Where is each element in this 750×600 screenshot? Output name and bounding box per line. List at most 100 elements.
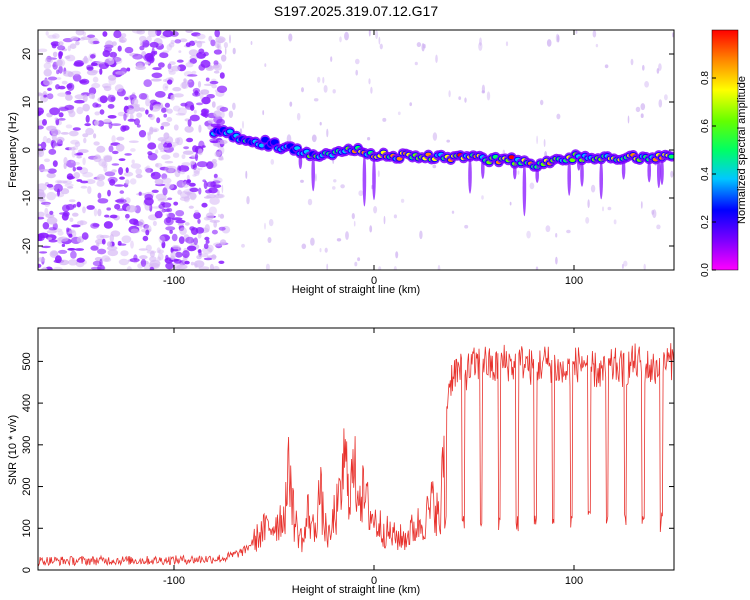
spectrogram-noise-blob: [60, 188, 70, 195]
spectrogram-streak: [640, 103, 646, 111]
spectrogram-noise-blob: [107, 241, 112, 248]
spectrogram-noise-blob: [173, 124, 179, 131]
spectrogram-noise-blob: [57, 236, 69, 242]
spectrogram-noise-blob: [198, 187, 202, 195]
spectrogram-streak: [644, 81, 649, 88]
spectrogram-noise-blob: [172, 152, 180, 158]
spectrogram-noise-blob: [164, 102, 170, 108]
spectrogram-streak: [267, 237, 272, 243]
figure-title: S197.2025.319.07.12.G17: [274, 3, 438, 19]
spectrogram-noise-blob: [150, 78, 162, 82]
spectrogram-streak: [354, 261, 358, 267]
spectrogram-noise-blob: [107, 249, 119, 257]
spectrogram-noise-blob: [38, 211, 45, 218]
spectrogram-noise-blob: [106, 207, 111, 211]
spectrogram-streak: [555, 33, 560, 43]
spectrogram-noise-blob: [214, 30, 220, 38]
spectrogram-noise-blob: [79, 220, 84, 226]
spectrogram-ridge-peak: [271, 140, 278, 145]
spectrogram-noise-blob: [65, 90, 72, 96]
spectrogram-noise-blob: [186, 179, 190, 185]
spectrogram-noise-blob: [58, 118, 66, 121]
spectrogram-streak: [540, 99, 544, 106]
spectrogram-noise-blob: [166, 207, 173, 213]
spectrogram-noise-blob: [40, 201, 51, 205]
spectrogram-streak: [607, 206, 612, 211]
spectrogram-noise-blob: [87, 34, 96, 38]
spectrogram-noise-blob: [213, 60, 219, 66]
spectrogram-streak: [378, 36, 381, 45]
spectrogram-noise-blob: [47, 87, 52, 92]
spectrogram-noise-blob: [46, 137, 52, 144]
spectrogram-noise-blob: [211, 229, 218, 235]
spectrogram-noise-blob: [52, 160, 58, 168]
spectrogram-noise-blob: [47, 237, 53, 241]
spectrogram-noise-blob: [72, 145, 79, 151]
spectrogram-streak: [378, 266, 382, 270]
spectrogram-noise-blob: [219, 146, 225, 155]
spectrogram-streak: [546, 39, 552, 47]
spectrogram-noise-blob: [125, 205, 137, 213]
spectrogram-noise-blob: [152, 67, 162, 71]
spectrogram-noise-blob: [43, 62, 52, 69]
spectrogram-noise-blob: [182, 250, 190, 259]
spectrogram-noise-blob: [161, 240, 166, 249]
spectrogram-noise-blob: [70, 250, 77, 259]
spectrogram-noise-blob: [41, 245, 51, 249]
spectrogram-noise-blob: [58, 65, 63, 74]
spectrogram-streak: [656, 224, 661, 230]
spectrogram-noise-blob: [167, 197, 173, 201]
spectrogram-noise-blob: [119, 190, 125, 194]
spectrogram-noise-blob: [147, 152, 158, 161]
snr-ytick-label: 500: [21, 352, 33, 370]
spectrogram-streak: [555, 256, 558, 265]
spectrogram-streak: [635, 106, 641, 113]
spectrogram-noise-blob: [82, 31, 87, 36]
spectrogram-noise-blob: [164, 86, 168, 89]
spectrogram-noise-blob: [138, 93, 148, 100]
spectrogram-noise-blob: [138, 130, 147, 138]
spectrogram-noise-blob: [118, 167, 124, 175]
spectrogram-noise-blob: [46, 191, 56, 201]
spectrogram-noise-blob: [117, 111, 126, 117]
spectrogram-noise-blob: [212, 64, 220, 69]
spectrogram-noise-blob: [70, 36, 79, 41]
spectrogram-noise-blob: [135, 168, 142, 175]
spectrogram-noise-blob: [213, 110, 222, 118]
spectrogram-streak: [393, 266, 397, 270]
spectrogram-noise-blob: [82, 157, 86, 166]
spectrogram-noise-blob: [196, 255, 202, 260]
spectrogram-noise-blob: [90, 222, 100, 229]
spectrogram-noise-blob: [190, 160, 196, 165]
spectrogram-noise-blob: [162, 30, 174, 38]
spectrogram-noise-blob: [159, 234, 171, 242]
spectrogram-noise-blob: [175, 219, 186, 224]
spectrogram-noise-blob: [99, 175, 106, 180]
spectrogram-streak: [315, 173, 317, 182]
spectrogram-noise-blob: [203, 196, 212, 199]
spectrogram-noise-blob: [197, 81, 202, 88]
spectrogram-noise-blob: [210, 181, 217, 188]
spectrogram-noise-blob: [192, 145, 198, 153]
spectrogram-noise-blob: [168, 70, 176, 75]
spectrogram-noise-blob: [139, 40, 144, 46]
spectrogram-noise-blob: [188, 182, 196, 187]
spectrogram-streak: [486, 91, 491, 101]
spectrogram-noise-blob: [180, 81, 190, 89]
spectrogram-ytick-label: -10: [21, 190, 33, 206]
spectrogram-ridge-streak: [621, 158, 626, 180]
spectrogram-noise-blob: [106, 245, 118, 251]
snr-series-line: [38, 343, 674, 567]
spectrogram-noise-blob: [99, 234, 110, 239]
spectrogram-noise-blob: [126, 67, 131, 72]
spectrogram-noise-blob: [67, 186, 74, 189]
spectrogram-streak: [414, 61, 418, 66]
spectrogram-ridge-streak: [522, 160, 527, 217]
spectrogram-streak: [602, 206, 604, 212]
spectrogram-noise-blob: [178, 236, 185, 245]
spectrogram-noise-blob: [41, 267, 48, 270]
spectrogram-noise-blob: [149, 103, 154, 111]
spectrogram-noise-blob: [68, 259, 78, 266]
spectrogram-noise-blob: [82, 206, 86, 214]
spectrogram-noise-blob: [190, 261, 195, 266]
